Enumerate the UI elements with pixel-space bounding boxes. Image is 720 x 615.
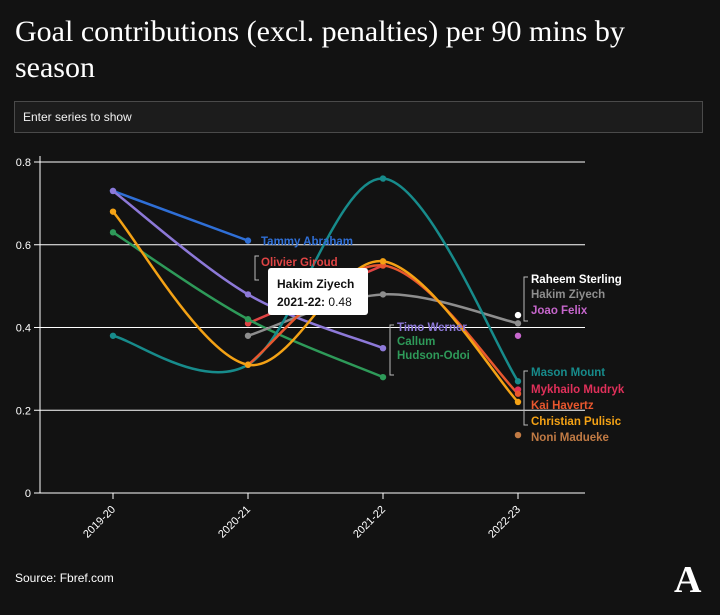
line-mason-mount: [112, 177, 520, 382]
point-christian-pulisic: [109, 208, 117, 215]
point-timo-werner: [109, 187, 117, 195]
tooltip-box: [268, 268, 368, 315]
point-timo-werner: [244, 291, 252, 298]
series-label: Mykhailo Mudryk: [531, 384, 625, 396]
y-tick-label: 0.8: [16, 157, 31, 169]
x-tick-label: 2022-23: [486, 504, 523, 541]
tooltip-season: 2021-22:: [277, 295, 325, 309]
point-christian-pulisic: [379, 258, 387, 265]
point-raheem-sterling: [514, 311, 522, 319]
y-tick-label: 0.2: [16, 405, 31, 417]
x-tick-label: 2020-21: [216, 504, 253, 541]
y-tick-label: 0.6: [16, 240, 31, 252]
source-note: Source: Fbref.com: [15, 571, 114, 585]
series-label: Kai Havertz: [531, 400, 594, 412]
series-label: Olivier Giroud: [261, 257, 338, 269]
series-label: Hakim Ziyech: [531, 289, 605, 301]
y-tick-label: 0.4: [16, 323, 31, 335]
grid-lines: [40, 161, 585, 494]
point-mason-mount: [514, 378, 522, 385]
y-tick-label: 0: [25, 488, 31, 500]
point-callum-hudson-odoi: [109, 229, 117, 236]
point-joao-felix: [514, 332, 522, 339]
series-label: Noni Madueke: [531, 432, 609, 444]
chart-title: Goal contributions (excl. penalties) per…: [15, 15, 625, 84]
point-callum-hudson-odoi: [379, 373, 387, 381]
series-search-input[interactable]: [14, 101, 703, 133]
label-bracket-werner: [389, 324, 394, 376]
point-noni-madueke: [514, 431, 522, 439]
series-label: Hudson-Odoi: [397, 350, 470, 362]
point-christian-pulisic: [244, 361, 252, 368]
series-label: Callum: [397, 336, 435, 348]
line-tammy-abraham: [112, 189, 249, 242]
point-hakim-ziyech: [514, 320, 522, 327]
series-label: Timo Werner: [397, 322, 467, 334]
point-christian-pulisic: [514, 398, 522, 406]
point-callum-hudson-odoi: [244, 316, 252, 323]
tooltip-value-line: 2021-22: 0.48: [277, 295, 352, 309]
tooltip-player: Hakim Ziyech: [277, 277, 354, 291]
point-kai-havertz: [514, 390, 522, 397]
series-label: Tammy Abraham: [261, 236, 353, 248]
series-labels: Tammy Abraham Olivier Giroud Timo Werner Ca…: [254, 236, 625, 444]
series-label: Christian Pulisic: [531, 416, 622, 428]
point-mason-mount: [379, 175, 387, 182]
series-points: [109, 175, 522, 439]
point-tammy-abraham: [244, 237, 252, 244]
tooltip: Hakim Ziyech 2021-22: 0.48: [268, 268, 368, 315]
point-mason-mount: [109, 332, 117, 339]
series-label: Mason Mount: [531, 367, 605, 379]
tooltip-value: 0.48: [328, 295, 352, 309]
x-axis: 2019-20 2020-21 2021-22 2022-23: [81, 493, 523, 541]
x-tick-label: 2021-22: [351, 504, 388, 541]
label-bracket-sterling: [523, 276, 528, 322]
athletic-logo: A: [674, 559, 702, 601]
point-timo-werner: [379, 344, 387, 352]
y-axis: 0 0.2 0.4 0.6 0.8: [16, 156, 41, 500]
label-bracket-mount: [523, 370, 528, 426]
series-label: Joao Felix: [531, 305, 588, 317]
point-hakim-ziyech: [244, 332, 252, 339]
point-hakim-ziyech: [379, 291, 387, 298]
series-label: Raheem Sterling: [531, 274, 622, 286]
label-bracket-giroud: [254, 255, 259, 281]
x-tick-label: 2019-20: [81, 504, 118, 541]
